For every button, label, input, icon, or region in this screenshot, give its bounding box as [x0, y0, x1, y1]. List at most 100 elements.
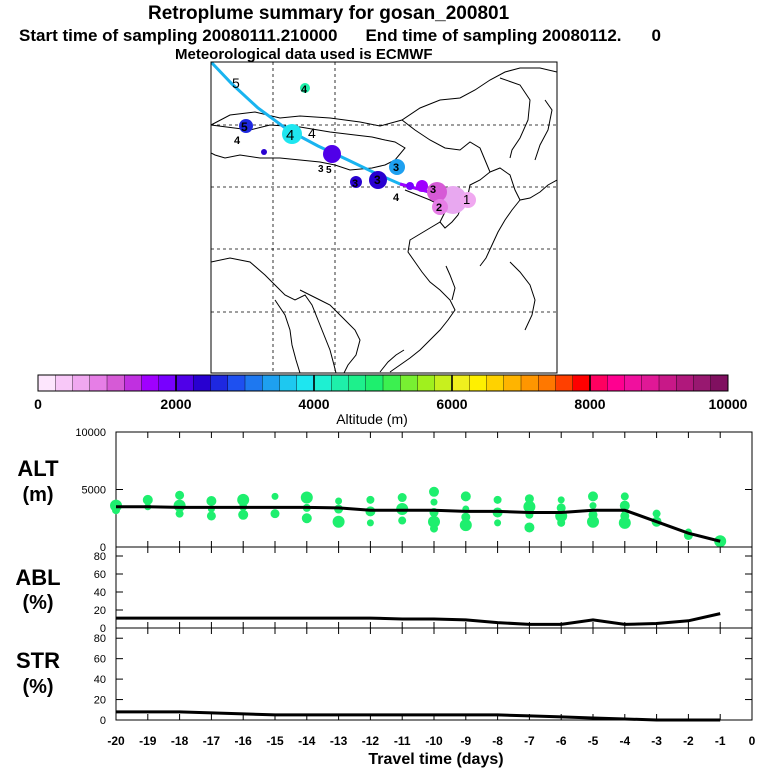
- colorbar-cell: [434, 375, 453, 391]
- colorbar-cell: [296, 375, 315, 391]
- x-tick-label: -5: [588, 734, 599, 748]
- alt-point: [589, 502, 597, 510]
- x-tick-label: -10: [425, 734, 443, 748]
- alt-point: [493, 495, 502, 504]
- y-tick-label: 0: [100, 715, 106, 727]
- colorbar-tick-label: 0: [34, 396, 42, 412]
- y-tick-label: 60: [94, 654, 106, 666]
- plume-circles: [239, 83, 476, 215]
- sampling-suffix: 0: [651, 26, 661, 45]
- colorbar-cell: [400, 375, 418, 391]
- alt-ylabel-line1: ALT: [17, 456, 59, 481]
- y-tick-label: 0: [100, 542, 106, 554]
- alt-point: [618, 516, 631, 529]
- abl-axis: 0 20 40 60 80: [94, 547, 753, 635]
- colorbar-cell: [158, 375, 177, 391]
- colorbar-cell: [710, 375, 729, 391]
- y-tick-label: 80: [94, 551, 106, 563]
- alt-point: [556, 503, 566, 513]
- alt-point: [206, 496, 217, 506]
- colorbar-cell: [210, 375, 229, 391]
- y-tick-label: 20: [94, 695, 106, 707]
- x-tick-label: -19: [139, 734, 157, 748]
- day-labels: 5 4 5 4 4 4 3 5 3 3 3 4 3 2 1: [232, 75, 470, 214]
- alt-point: [557, 496, 565, 504]
- svg-text:4: 4: [234, 135, 241, 147]
- colorbar-cell: [538, 375, 556, 391]
- colorbar-cell: [659, 375, 677, 391]
- altitude-colorbar: 0 2000 4000 6000 8000 10000 Altitude (m): [34, 374, 748, 427]
- alt-point: [397, 493, 407, 503]
- x-tick-label: -11: [394, 734, 411, 748]
- colorbar-tick-label: 6000: [436, 396, 467, 412]
- svg-text:3: 3: [430, 184, 436, 196]
- svg-text:5: 5: [326, 165, 332, 176]
- colorbar-cell: [262, 375, 280, 391]
- alt-point: [428, 515, 440, 528]
- x-tick-label: -17: [203, 734, 221, 748]
- x-tick-label: -13: [330, 734, 348, 748]
- x-tick-label: -6: [556, 734, 567, 748]
- alt-point: [587, 515, 599, 528]
- alt-point: [238, 509, 249, 520]
- x-tick-label: -3: [651, 734, 662, 748]
- alt-point: [429, 486, 439, 497]
- colorbar-cell: [503, 375, 522, 391]
- colorbar-cell: [607, 375, 625, 391]
- colorbar-cell: [107, 375, 125, 391]
- colorbar-label: Altitude (m): [336, 411, 408, 427]
- alt-point: [524, 494, 534, 504]
- colorbar-tick-label: 4000: [298, 396, 329, 412]
- alt-point: [461, 512, 471, 522]
- colorbar-cell: [245, 375, 263, 391]
- map-panel: 5 4 5 4 4 4 3 5 3 3 3 4 3 2 1: [210, 61, 558, 374]
- svg-text:3: 3: [318, 164, 324, 175]
- colorbar-cell: [193, 375, 211, 391]
- sampling-start: Start time of sampling 20080111.210000: [19, 26, 338, 45]
- alt-point: [206, 511, 216, 521]
- colorbar-cell: [641, 375, 660, 391]
- str-line: [116, 710, 721, 722]
- alt-point: [270, 509, 280, 519]
- colorbar-cell: [590, 375, 608, 391]
- x-tick-label: -12: [362, 734, 380, 748]
- alt-point: [557, 518, 566, 527]
- alt-point: [494, 519, 502, 527]
- alt-point: [300, 491, 313, 504]
- colorbar-cell: [555, 375, 574, 391]
- y-tick-label: 40: [94, 587, 106, 599]
- alt-point: [524, 522, 535, 533]
- colorbar-cell: [383, 375, 401, 391]
- colorbar-cell: [365, 375, 384, 391]
- colorbar-cell: [55, 375, 73, 391]
- alt-point: [175, 490, 185, 500]
- alt-point: [366, 519, 374, 527]
- colorbar-cell: [124, 375, 142, 391]
- x-tick-label: -8: [492, 734, 503, 748]
- x-tick-label: -7: [524, 734, 535, 748]
- x-tick-label: -2: [683, 734, 694, 748]
- alt-point: [271, 492, 279, 500]
- alt-point: [588, 491, 598, 502]
- colorbar-cell: [227, 375, 246, 391]
- alt-ylabel-line2: (m): [22, 484, 53, 506]
- alt-median-line: [116, 505, 721, 543]
- y-tick-label: 40: [94, 674, 106, 686]
- colorbar-cell: [469, 375, 487, 391]
- coastlines: [211, 67, 557, 373]
- colorbar-cell: [89, 375, 108, 391]
- colorbar-cell: [176, 375, 194, 391]
- abl-ylabel-line2: (%): [22, 592, 53, 614]
- svg-text:5: 5: [241, 120, 248, 134]
- x-tick-label: -9: [460, 734, 471, 748]
- y-tick-label: 20: [94, 605, 106, 617]
- colorbar-cell: [331, 375, 349, 391]
- abl-ylabel-line1: ABL: [15, 565, 60, 590]
- colorbar-cells: [38, 375, 729, 391]
- chart-title: Retroplume summary for gosan_200801: [148, 3, 510, 24]
- svg-text:3: 3: [374, 173, 381, 187]
- colorbar-cell: [279, 375, 298, 391]
- colorbar-cell: [486, 375, 505, 391]
- alt-axis: 0 5000 10000: [75, 427, 753, 554]
